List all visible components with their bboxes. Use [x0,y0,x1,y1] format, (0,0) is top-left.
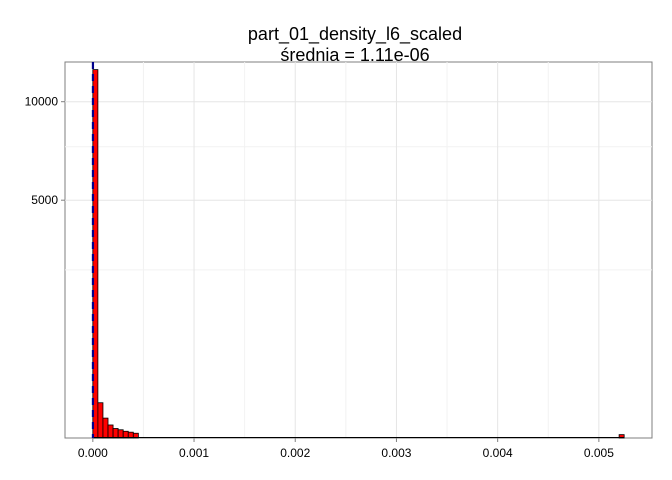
x-tick-label: 0.000 [78,446,108,460]
y-tick-label: 10000 [25,95,59,109]
y-tick-label: 5000 [31,193,58,207]
x-axis: 0.000 0.001 0.002 0.003 0.004 0.005 [78,438,614,460]
plot-panel [64,61,653,439]
chart-title: part_01_density_l6_scaled [248,24,462,45]
grid-lines [65,62,652,438]
x-tick-label: 0.005 [584,446,614,460]
chart-subtitle: średnia = 1.11e-06 [280,45,429,65]
x-tick-label: 0.002 [280,446,310,460]
x-tick-label: 0.004 [483,446,513,460]
histogram-bar [117,429,124,439]
x-tick-label: 0.003 [381,446,411,460]
y-axis: 5000 10000 [25,95,65,207]
histogram-bar [112,428,119,439]
histogram-bar [97,402,104,439]
x-tick-label: 0.001 [179,446,209,460]
histogram-bar [102,417,109,439]
histogram-bar [122,430,129,439]
histogram-bar [107,424,114,439]
